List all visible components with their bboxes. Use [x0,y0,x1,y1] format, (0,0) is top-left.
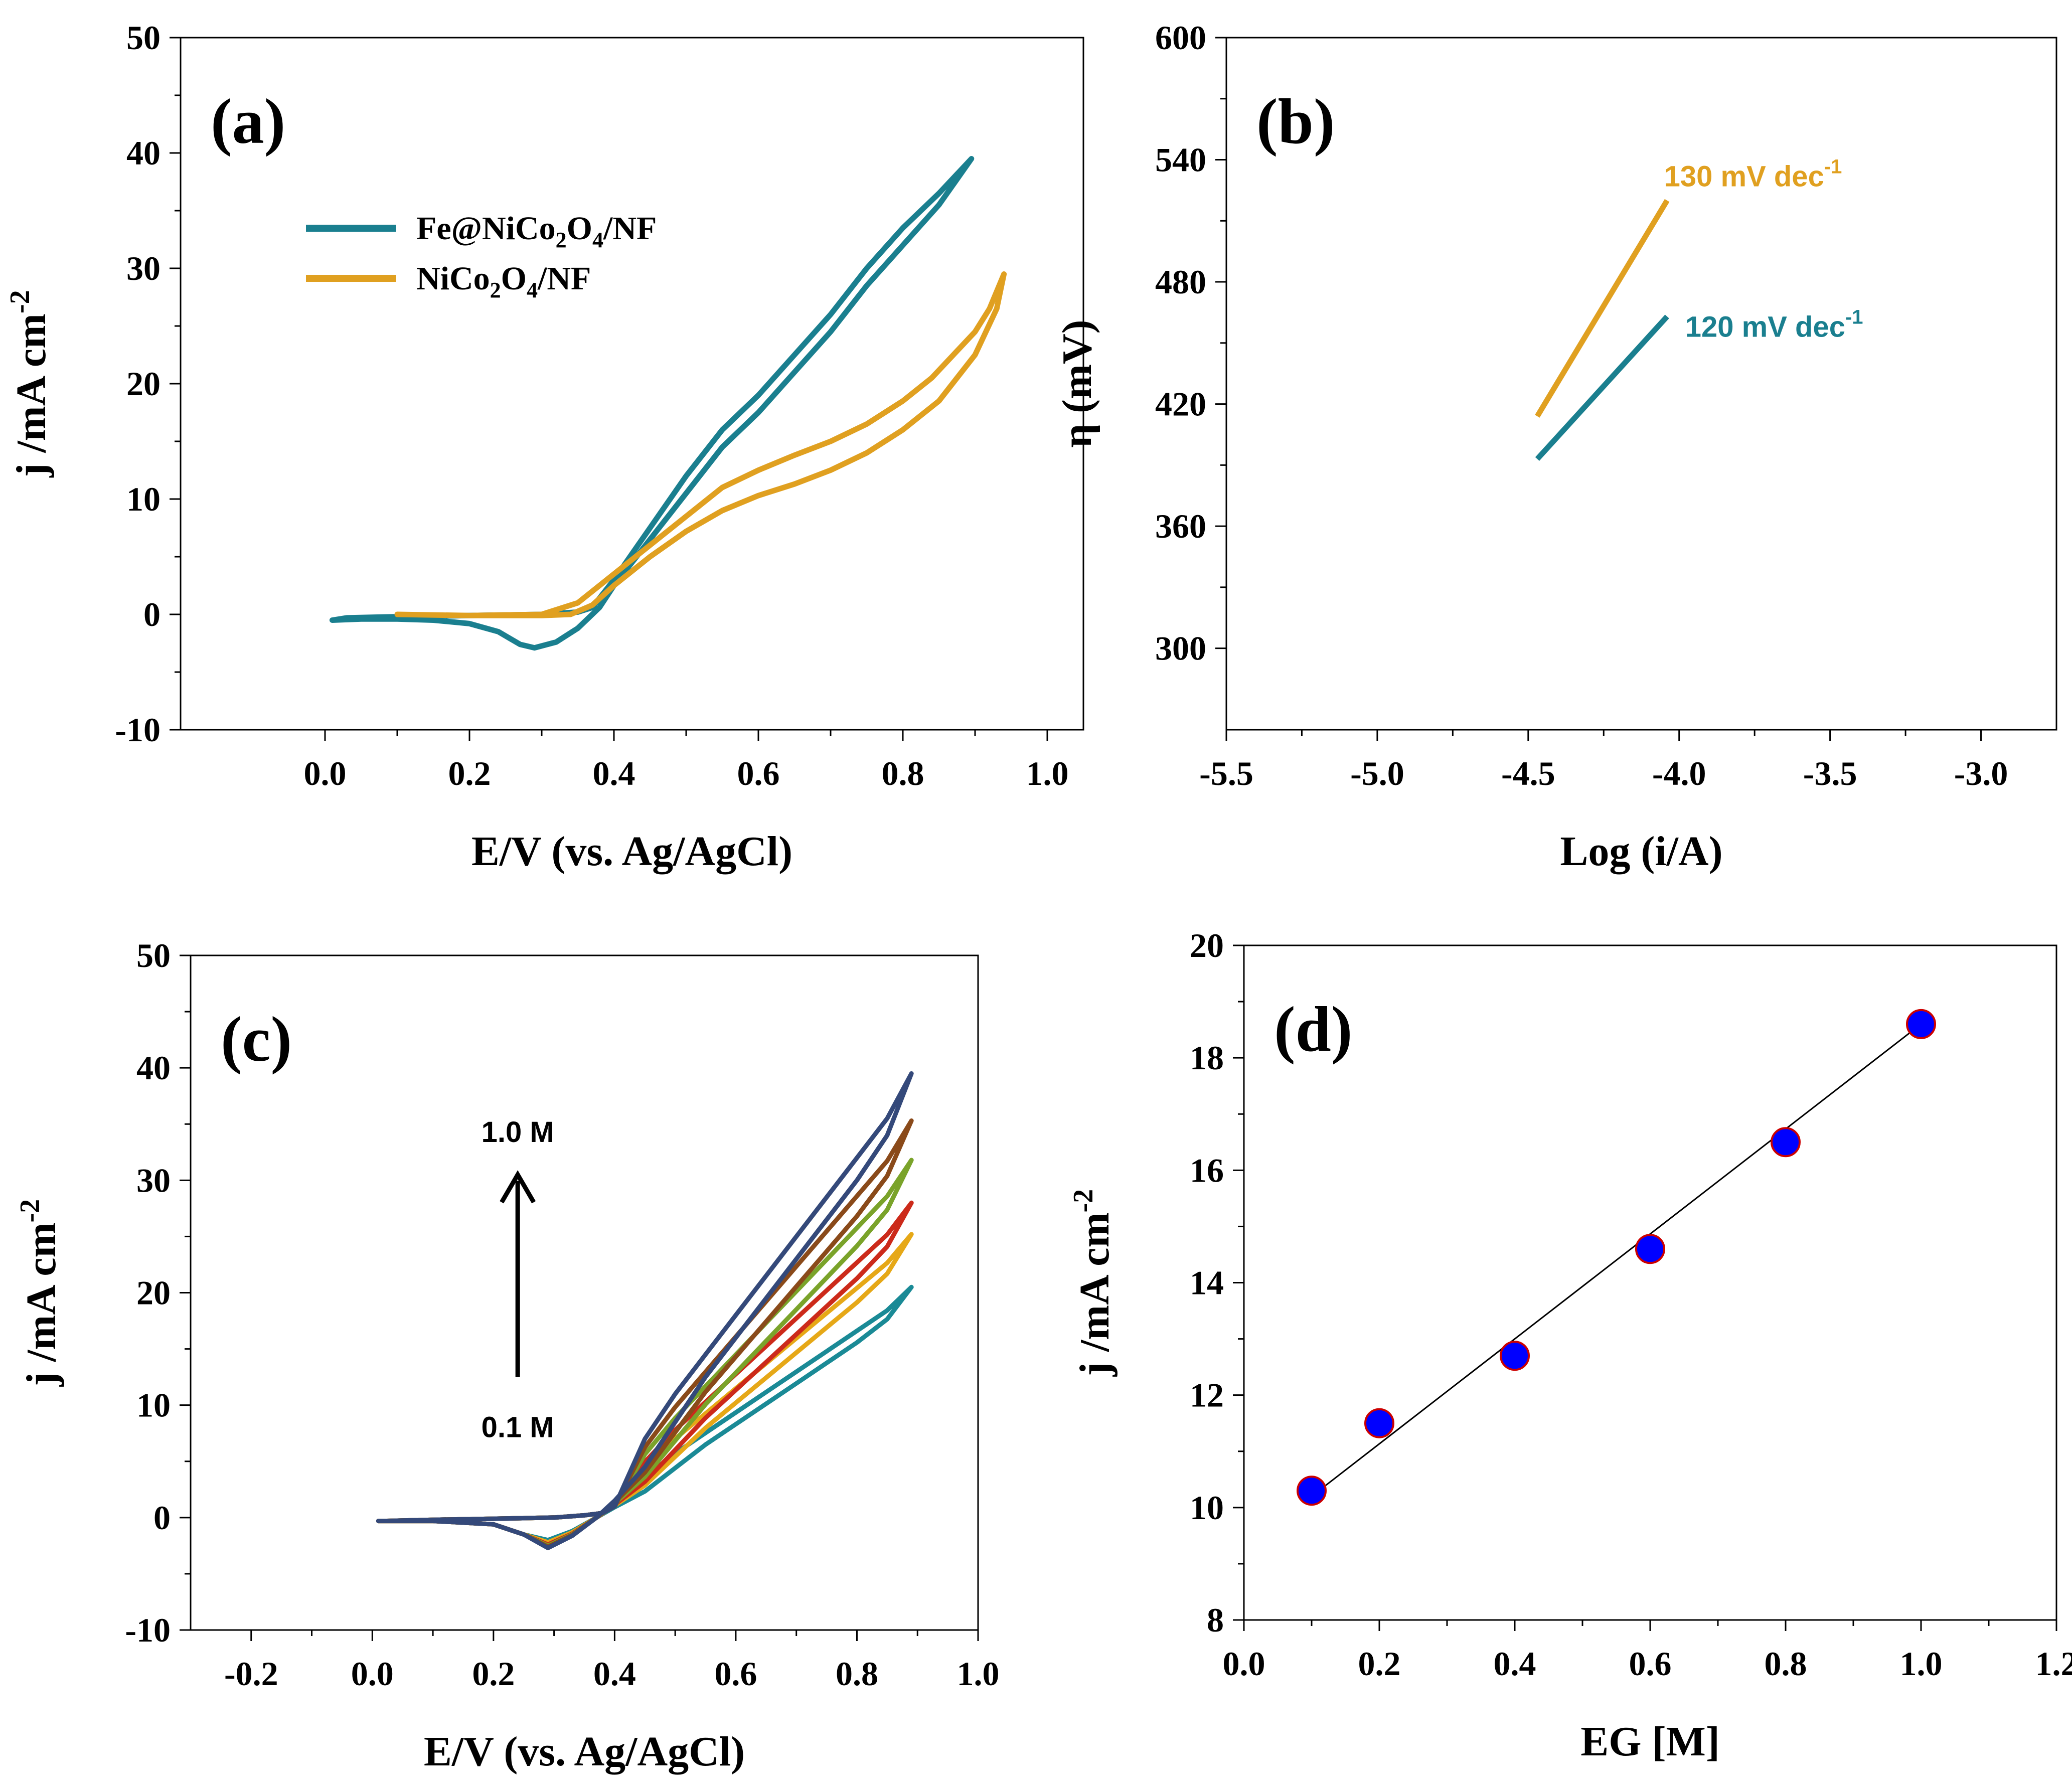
x-tick-label: -4.5 [1501,754,1555,792]
x-tick-label: 1.0 [1026,754,1069,792]
legend-entry: NiCo2O4/NF [416,260,591,302]
panel-label: (c) [221,1004,292,1075]
x-tick-label: 0.8 [836,1655,878,1693]
tafel-slope-label: 130 mV dec-1 [1664,155,1842,193]
data-point [1500,1341,1530,1371]
y-tick-label: 480 [1155,263,1206,301]
arrow-top-label: 1.0 M [482,1116,554,1149]
y-tick-label: -10 [115,711,161,749]
panel-d: 0.0 0.2 0.4 0.6 0.8 1.0 1.2 8 10 12 14 16 18 20 EG [M]… [1068,926,2072,1765]
legend-entry: Fe@NiCo2O4/NF [416,210,657,252]
arrow-bottom-label: 0.1 M [482,1411,554,1444]
x-tick-label: 0.8 [882,754,924,792]
x-tick-label: 0.0 [1223,1645,1265,1683]
cv-curve-10m [376,1071,914,1550]
data-point [1635,1234,1665,1264]
x-tick-label: -4.0 [1652,754,1706,792]
x-tick-label: 0.6 [1629,1645,1672,1683]
y-tick-label: 300 [1155,629,1206,668]
data-point [1906,1009,1936,1039]
y-tick-label: 12 [1190,1376,1224,1414]
panel-c: -0.2 0.0 0.2 0.4 0.6 0.8 1.0 -10 0 10 20 30 40 50 E/V … [15,936,1000,1775]
x-tick-label: -3.0 [1954,754,2008,792]
y-tick-label: 16 [1190,1151,1224,1189]
tafel-slope-label: 120 mV dec-1 [1685,306,1863,344]
data-point [1364,1408,1394,1438]
y-tick-label: 14 [1190,1264,1224,1302]
plot-frame [1225,37,2057,731]
panel-b: -5.5 -5.0 -4.5 -4.0 -3.5 -3.0 300 360 420 480 540 6… [1054,19,2057,875]
y-tick-label: 360 [1155,507,1206,545]
y-tick-label: 18 [1190,1039,1224,1077]
y-tick-label: 10 [136,1386,171,1424]
y-tick-label: 10 [126,480,161,518]
x-tick-label: 0.4 [593,754,635,792]
x-tick-label: 0.2 [1358,1645,1401,1683]
y-tick-label: 20 [126,365,161,403]
panel-label: (d) [1274,994,1352,1065]
panel-a: 0.0 0.2 0.4 0.6 0.8 1.0 -10 0 10 20 30 40 50 E/V (vs.… [5,19,1084,875]
x-tick-label: 0.0 [304,754,347,792]
plot-frame [1243,944,2057,1621]
y-axis-label: η (mV) [1054,319,1100,447]
x-tick-label: -3.5 [1803,754,1857,792]
x-tick-label: 1.0 [957,1655,1000,1693]
x-tick-label: 0.4 [593,1655,636,1693]
x-axis-label: E/V (vs. Ag/AgCl) [471,828,792,875]
y-tick-label: 420 [1155,385,1206,423]
y-tick-label: 540 [1155,141,1206,179]
y-tick-label: -10 [125,1611,171,1649]
linear-fit-line [1311,1023,1922,1497]
tafel-line [1535,314,1669,461]
x-tick-label: 0.8 [1765,1645,1807,1683]
x-tick-label: 1.2 [2035,1645,2072,1683]
y-tick-label: 20 [1190,926,1224,964]
y-tick-label: 30 [136,1161,171,1199]
panel-label: (b) [1256,86,1335,157]
y-tick-label: 50 [136,936,171,974]
y-tick-label: 50 [126,19,161,57]
x-tick-label: 0.6 [714,1655,757,1693]
plot-frame [180,37,1084,731]
cv-curve-nico2o4 [394,271,1007,618]
y-tick-label: 40 [136,1049,171,1087]
y-tick-label: 40 [126,134,161,172]
data-point [1297,1476,1327,1506]
y-tick-label: 10 [1190,1489,1224,1527]
cv-curve-02m [376,1232,914,1545]
x-axis-label: EG [M] [1580,1718,1720,1765]
x-tick-label: 0.2 [448,754,491,792]
y-axis-label: j /mA cm-2 [1068,1189,1118,1377]
x-axis-label: Log (i/A) [1560,828,1722,875]
y-tick-label: 30 [126,249,161,287]
y-tick-label: 20 [136,1274,171,1312]
y-tick-label: 0 [153,1499,171,1537]
panel-label: (a) [211,86,285,157]
x-tick-label: 0.2 [472,1655,515,1693]
arrow-head [500,1170,536,1204]
y-tick-label: 8 [1207,1601,1224,1639]
y-tick-label: 600 [1155,19,1206,57]
x-axis-label: E/V (vs. Ag/AgCl) [424,1728,745,1775]
data-point [1771,1127,1801,1158]
tafel-line [1535,199,1670,418]
x-tick-label: -5.5 [1199,754,1253,792]
x-tick-label: 0.4 [1494,1645,1536,1683]
y-axis-label: j /mA cm-2 [5,290,55,477]
y-axis-label: j /mA cm-2 [15,1199,65,1387]
x-tick-label: 1.0 [1900,1645,1943,1683]
x-tick-label: 0.0 [351,1655,394,1693]
x-tick-label: -0.2 [224,1655,278,1693]
y-tick-label: 0 [143,595,161,633]
x-tick-label: -5.0 [1350,754,1404,792]
x-tick-label: 0.6 [737,754,780,792]
